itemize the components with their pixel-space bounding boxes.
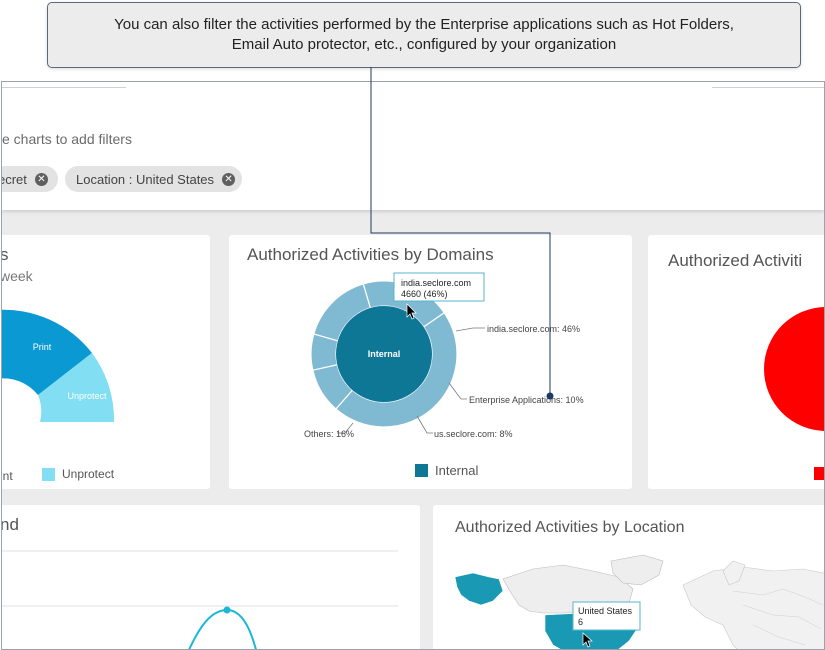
card-title: nd <box>1 515 19 534</box>
tutorial-callout: You can also filter the activities perfo… <box>47 2 801 68</box>
domains-sunburst-chart: Internal india.seclore.com: 46% Enterpri… <box>304 272 584 439</box>
map-tooltip: United States 6 <box>572 601 641 631</box>
search-field-edge[interactable] <box>2 82 126 88</box>
legend-label: Unprotect <box>62 467 115 481</box>
callout-line-1: You can also filter the activities perfo… <box>114 16 734 33</box>
slice-label-enterprise: Enterprise Applications: 10% <box>469 395 584 405</box>
tooltip-name: United States <box>578 606 633 616</box>
legend-swatch <box>42 467 55 481</box>
filter-chip-label: ecret <box>2 171 27 187</box>
slice-label-print: Print <box>33 342 52 352</box>
legend-label: Internal <box>435 463 479 478</box>
legend-swatch <box>415 464 428 477</box>
filter-chip-label: Location : United States <box>76 171 215 187</box>
pie-slice <box>764 307 824 431</box>
trend-line <box>188 608 257 649</box>
legend-item-unprotect[interactable]: Unprotect <box>42 467 114 481</box>
map-region-scandinavia <box>722 560 746 586</box>
slice-label-us: us.seclore.com: 8% <box>434 429 513 439</box>
trend-line-chart <box>2 550 398 649</box>
inner-label: Internal <box>368 349 401 359</box>
tooltip-value: 6 <box>578 617 583 627</box>
card-title: Authorized Activiti <box>668 251 803 270</box>
world-map: United States 6 <box>454 554 824 649</box>
mouse-cursor-icon <box>582 632 593 648</box>
slice-label-india: india.seclore.com: 46% <box>487 324 580 334</box>
map-region-alaska <box>454 572 504 606</box>
close-icon[interactable]: ✕ <box>222 172 236 186</box>
date-field-edge[interactable] <box>712 82 824 88</box>
red-pie-chart <box>764 307 824 480</box>
filter-panel: e charts to add filters ecret ✕ Location… <box>2 82 824 210</box>
map-region-greenland <box>610 554 664 586</box>
filter-chip-classification[interactable]: ecret ✕ <box>2 166 58 192</box>
card-activities-by-type: s week Print Unprotect rint Unprotect <box>1 235 210 489</box>
chart-tooltip: india.seclore.com 4660 (46%) <box>393 272 485 302</box>
filter-hint: e charts to add filters <box>2 131 132 147</box>
card-title: s <box>2 245 9 265</box>
card-activity-trend: nd <box>1 505 420 649</box>
dashboard-viewport: e charts to add filters ecret ✕ Location… <box>1 81 825 650</box>
card-subtitle: week <box>1 268 33 284</box>
legend-item-print[interactable]: rint <box>2 469 13 483</box>
slice-print <box>2 309 92 395</box>
slice-label-others: Others: 16% <box>304 429 354 439</box>
callout-line-2: Email Auto protector, etc., configured b… <box>231 36 617 53</box>
card-activities-right: Authorized Activiti <box>648 235 824 489</box>
filter-chip-location[interactable]: Location : United States ✕ <box>65 166 242 192</box>
trend-point <box>223 606 231 614</box>
legend-swatch <box>814 467 824 480</box>
tooltip-value: 4660 (46%) <box>401 289 448 299</box>
slice-label-unprotect: Unprotect <box>67 391 107 401</box>
tooltip-name: india.seclore.com <box>401 278 471 288</box>
slice-unprotect <box>38 353 115 422</box>
legend-label: rint <box>2 469 13 483</box>
semi-donut-chart: Print Unprotect <box>2 309 115 422</box>
close-icon[interactable]: ✕ <box>34 172 48 186</box>
card-activities-by-location: Authorized Activities by Location United… <box>433 505 824 649</box>
legend-item-internal[interactable]: Internal <box>415 463 478 478</box>
card-activities-by-domains: Authorized Activities by Domains Interna… <box>229 235 632 489</box>
card-title: Authorized Activities by Location <box>455 519 685 536</box>
